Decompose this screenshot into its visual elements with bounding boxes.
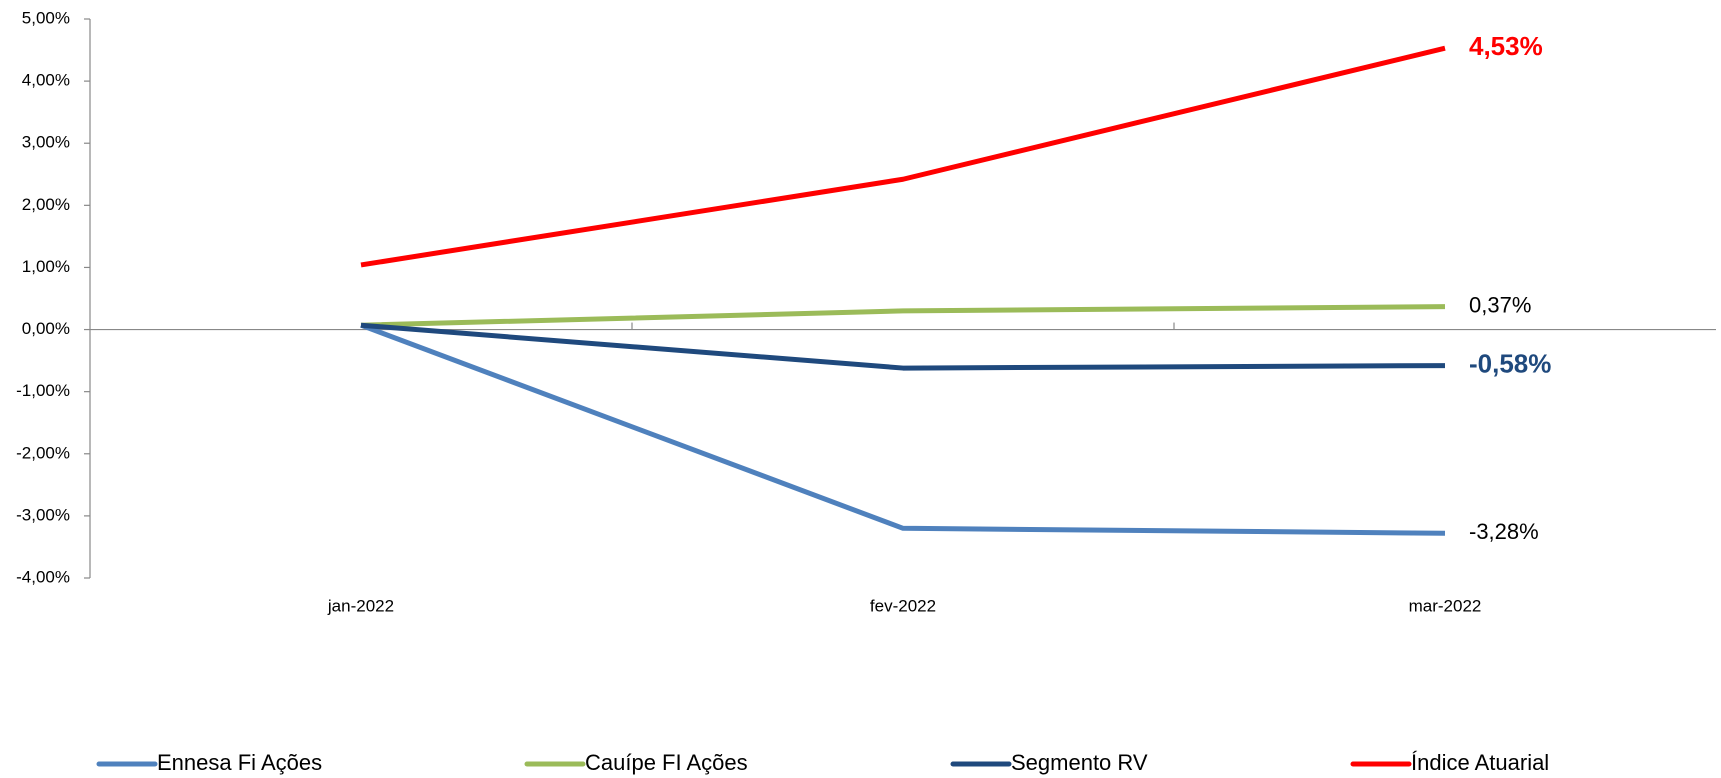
y-tick-label: 4,00% — [22, 71, 70, 90]
x-tick-label: jan-2022 — [327, 596, 394, 615]
y-tick-label: 5,00% — [22, 8, 70, 27]
y-tick-label: -1,00% — [16, 381, 70, 400]
line — [360, 45, 1446, 268]
value-label: -0,58% — [1469, 348, 1551, 378]
legend-label: Índice Atuarial — [1411, 750, 1549, 775]
line — [360, 322, 1446, 371]
legend-label: Segmento RV — [1011, 750, 1148, 775]
legend-label: Ennesa Fi Ações — [157, 750, 322, 775]
value-label: -3,28% — [1469, 519, 1539, 544]
y-tick-label: -4,00% — [16, 567, 70, 586]
x-tick-label: fev-2022 — [870, 596, 936, 615]
y-tick-label: 0,00% — [22, 319, 70, 338]
y-tick-label: 2,00% — [22, 195, 70, 214]
value-label: 4,53% — [1469, 31, 1543, 61]
legend-label: Cauípe FI Ações — [585, 750, 748, 775]
y-tick-label: 3,00% — [22, 133, 70, 152]
line — [360, 322, 1446, 536]
y-tick-label: -3,00% — [16, 505, 70, 524]
line — [360, 304, 1446, 328]
y-tick-label: 1,00% — [22, 257, 70, 276]
value-label: 0,37% — [1469, 292, 1531, 317]
x-tick-label: mar-2022 — [1409, 596, 1482, 615]
y-tick-label: -2,00% — [16, 443, 70, 462]
